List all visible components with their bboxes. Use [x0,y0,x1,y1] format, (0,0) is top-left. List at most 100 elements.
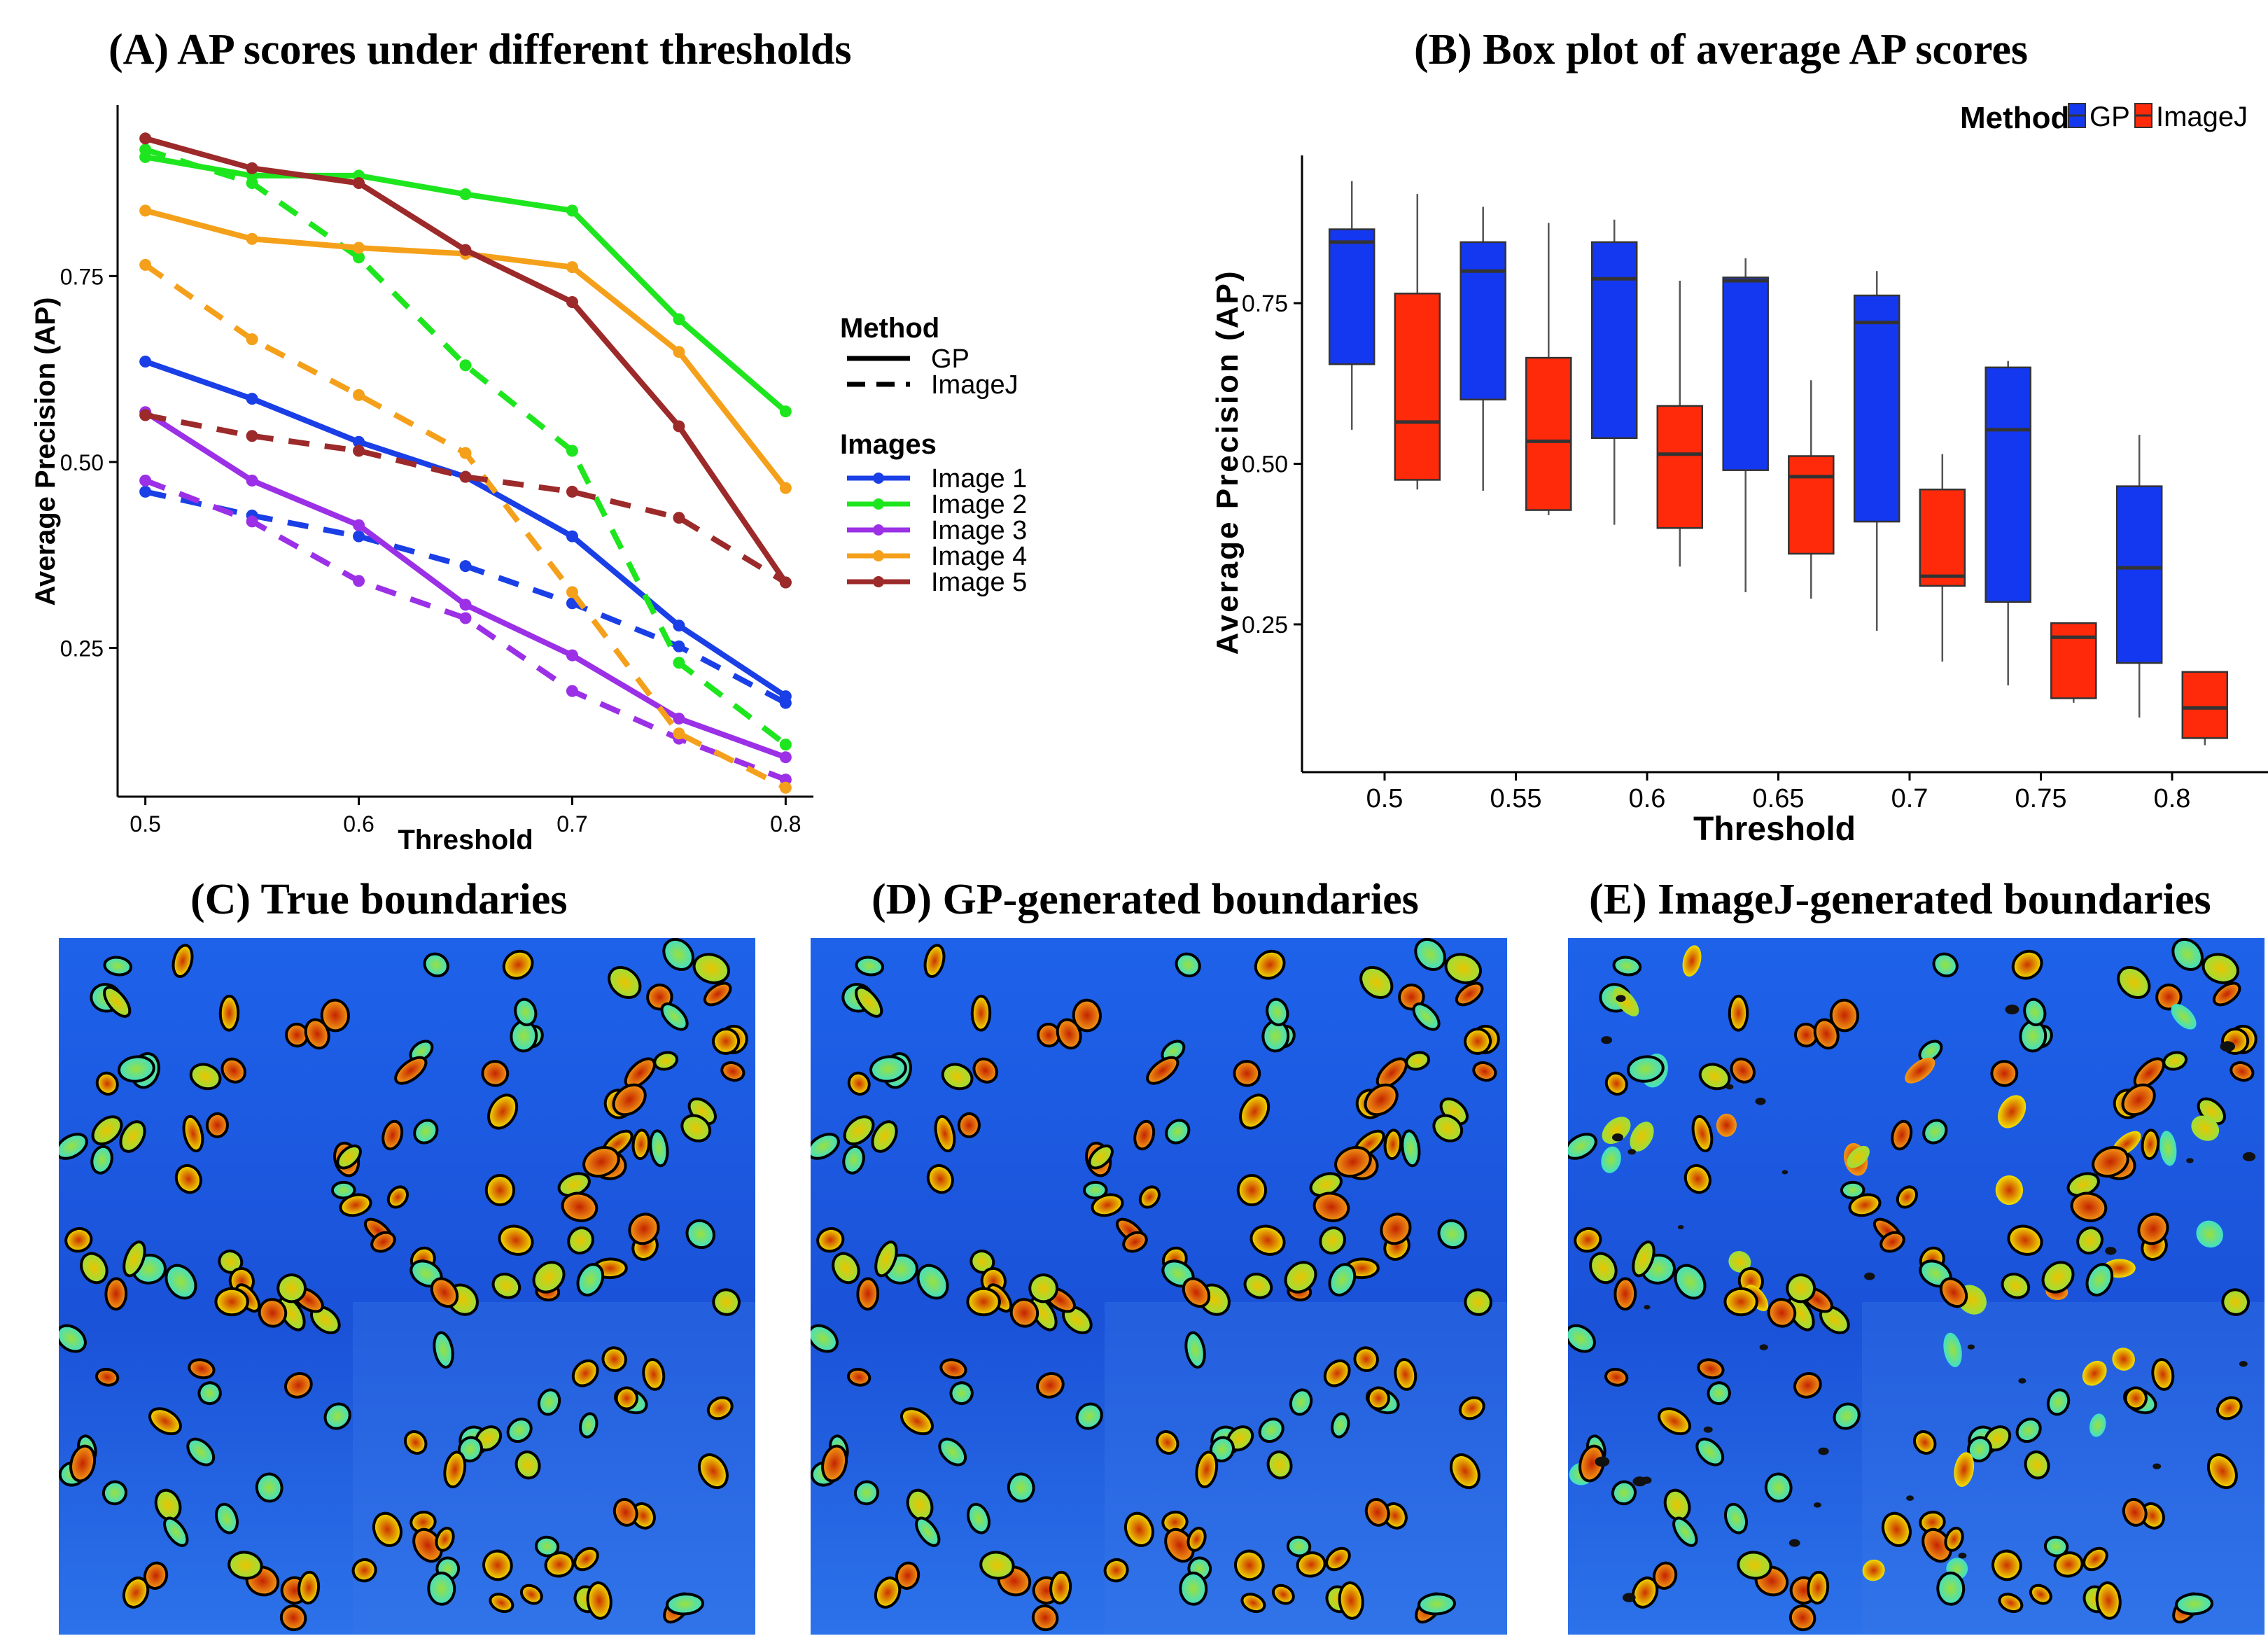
cell [514,998,538,1027]
data-point [566,204,578,217]
box-plot-average-ap: Method GP ImageJ 0.25 0.50 0.75 0.5 0.55 0.6 0.6… [1210,101,2268,848]
artifact-spot [1601,1036,1613,1044]
cell [2175,1593,2213,1616]
cell [1691,1114,1714,1153]
cell [601,1346,627,1372]
box-gp-0.75 [1984,361,2031,686]
cell [2070,1191,2108,1222]
cell [608,965,642,1000]
artifact-spot [1622,1593,1636,1602]
cell [2124,1386,2148,1411]
cell [1767,1298,1797,1328]
cell [1138,1185,1161,1209]
cell [966,1287,1001,1317]
cell [174,1163,202,1194]
cell [506,1418,533,1443]
y-tick-label: 0.50 [1242,452,1288,478]
cell [1862,1559,1885,1581]
cell [855,986,883,1018]
cell [1380,1212,1412,1245]
cell [939,1358,967,1380]
cell [279,1604,307,1632]
cell [2202,953,2239,984]
gp-boundaries-image [811,938,1507,1635]
cell [582,1146,620,1178]
cell [122,1576,150,1609]
legend-title-images: Images [840,429,937,460]
cell [1847,1145,1870,1168]
cell [895,1561,920,1590]
data-point [673,712,685,725]
data-point [353,177,365,190]
cell [1764,1472,1793,1503]
cell [856,1277,880,1311]
cell [653,1051,679,1071]
artifact-spot [1759,1344,1768,1350]
data-point [246,177,258,190]
cell [1036,1372,1065,1399]
cell [1432,1114,1464,1142]
cell [427,1571,456,1606]
cell [1998,1095,2026,1128]
legend-label-imagej: ImageJ [931,370,1018,400]
box-rect [1656,405,1704,529]
cell [1793,1372,1822,1399]
cell [1239,1093,1270,1130]
cell [1881,1511,1912,1547]
cell [1175,952,1201,978]
cell [967,1502,990,1534]
cell [2137,1212,2169,1245]
cell [80,1252,108,1285]
cell [514,1450,541,1480]
cell [1991,1549,2022,1581]
cell [949,1381,974,1406]
cell [1271,1583,1295,1605]
cell [1464,1027,1492,1055]
cell [1072,998,1102,1033]
artifact-spot [2005,1005,2019,1015]
cell [423,952,449,978]
cell [957,1112,981,1138]
cell [1088,1144,1114,1170]
cell [847,1071,871,1096]
cell [1464,1288,1492,1316]
cell [821,1444,848,1483]
cell [1146,1056,1180,1085]
cell [1604,1367,1629,1387]
cell [481,1060,510,1087]
cell [1364,1497,1390,1527]
data-point [353,519,365,531]
artifact-spot [1755,1097,1766,1105]
cell [869,1055,907,1083]
imagej-boundaries-image [1568,938,2264,1635]
y-axis-title: Average Precision (AP) [1210,270,1245,655]
data-point [673,657,685,669]
cell [382,1119,404,1151]
cell [95,1071,119,1096]
cell [1614,987,1639,1016]
cell [1031,1604,1059,1632]
data-point [246,515,258,528]
data-point [566,296,578,309]
cell [941,1063,974,1091]
cell [573,1546,599,1572]
cell [915,1516,941,1547]
cell [1331,1412,1350,1439]
data-point [779,405,792,418]
cell [1405,1051,1431,1071]
cell [561,1191,598,1222]
cell [1943,1332,1962,1367]
cell [2076,1226,2104,1255]
cell [1786,1273,1816,1303]
artifact-spot [1958,1553,1967,1559]
line-chart-ap-thresholds: 0.25 0.50 0.75 0.5 0.6 0.7 0.8 Threshold Avera… [30,105,1027,855]
cell [2171,1004,2197,1030]
legend-label-imagej: ImageJ [2156,102,2248,132]
box-rect [1525,356,1572,511]
cell [2221,1288,2250,1316]
legend-key-point [873,473,884,484]
cell [491,1273,522,1299]
cell [2046,1388,2071,1416]
cell [1250,1224,1286,1256]
cell [59,1133,88,1160]
